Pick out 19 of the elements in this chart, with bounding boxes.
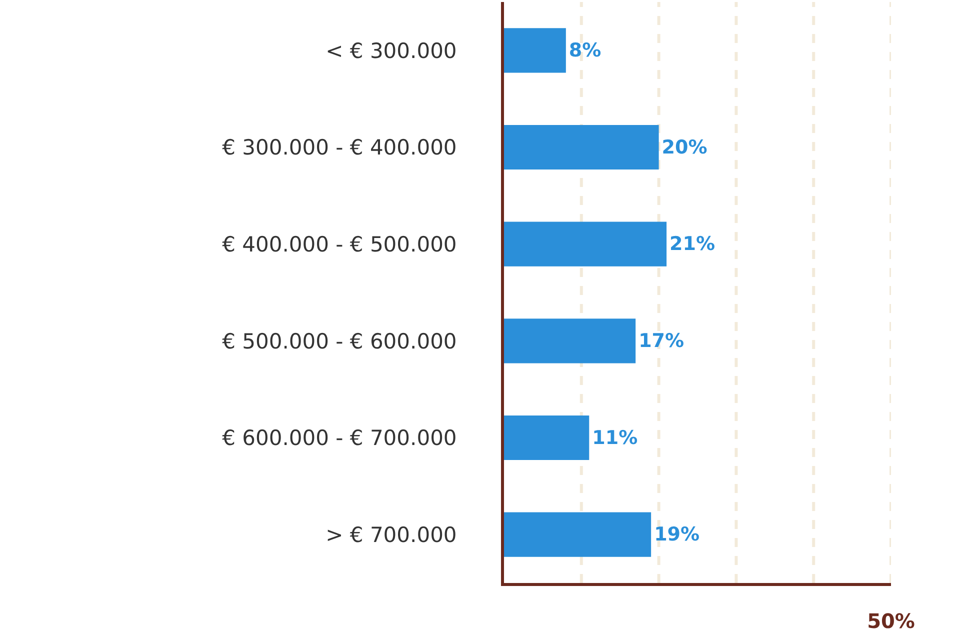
y-tick-label: € 300.000 - € 400.000 [222,136,457,160]
bar [504,415,590,460]
bar [504,124,659,170]
data-label: 17% [638,330,684,352]
y-tick-label: € 600.000 - € 700.000 [222,426,457,450]
data-label: 8% [568,39,602,62]
y-tick-label: € 400.000 - € 500.000 [222,232,457,256]
bar [504,512,652,557]
bar [504,318,636,364]
data-label: 19% [654,524,700,546]
bar [504,222,667,266]
y-tick-label: < € 300.000 [326,38,457,63]
y-tick-label: > € 700.000 [326,522,457,547]
data-label: 11% [592,426,638,449]
bar [504,28,566,73]
y-tick-label: € 500.000 - € 600.000 [222,329,457,354]
data-label: 20% [662,136,708,158]
data-label: 21% [670,233,716,256]
x-tick-label: 50% [867,609,915,633]
